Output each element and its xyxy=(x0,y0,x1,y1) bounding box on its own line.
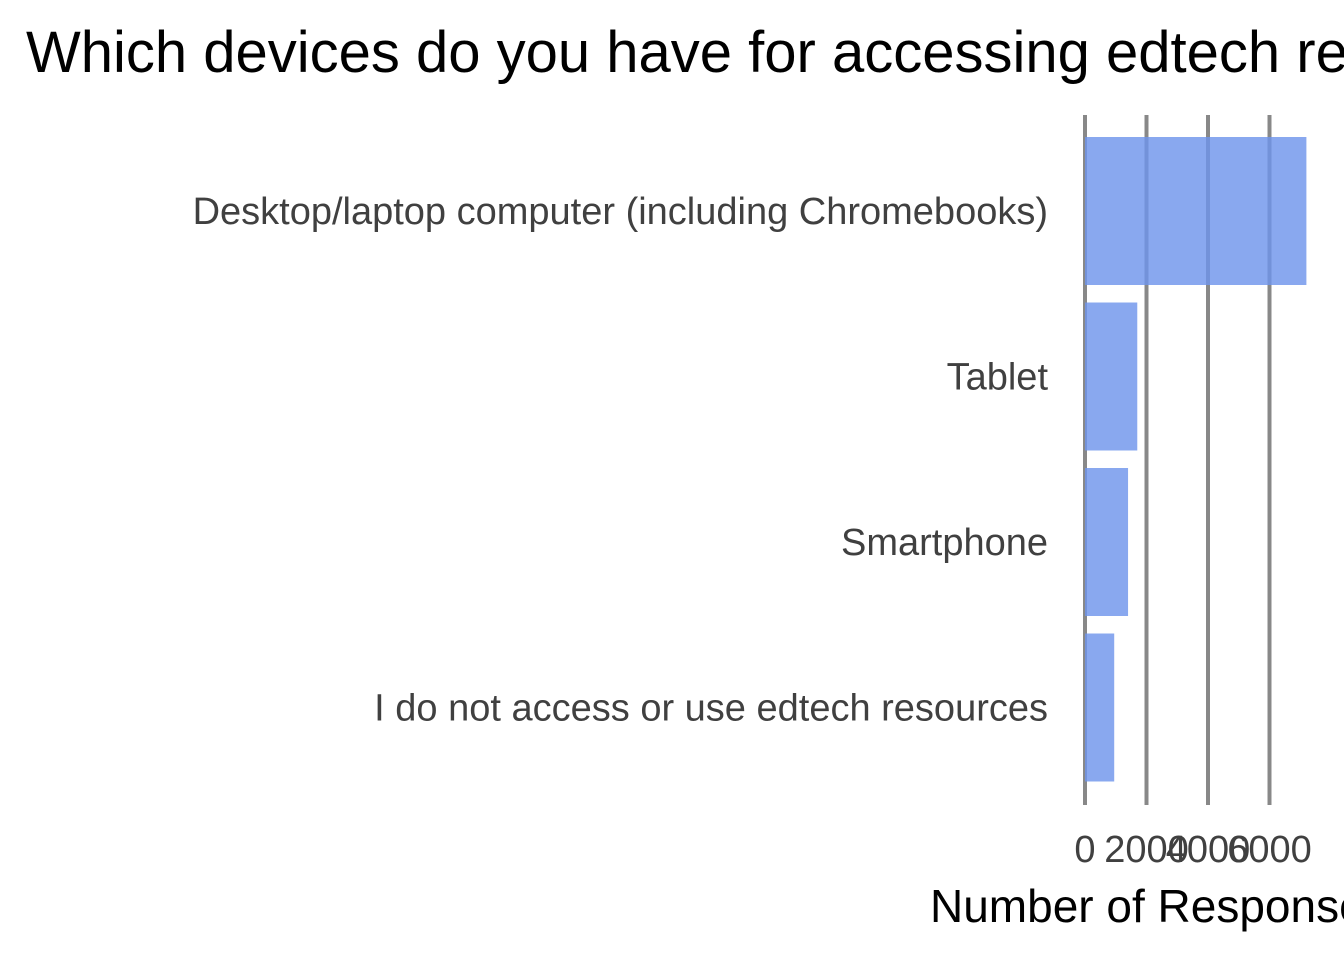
chart-title: Which devices do you have for accessing … xyxy=(26,20,1344,85)
x-axis-title: Number of Responses xyxy=(930,880,1344,932)
x-tick-label-6000: 6000 xyxy=(1227,829,1312,871)
category-label-0: Desktop/laptop computer (including Chrom… xyxy=(193,191,1048,233)
category-label-2: Smartphone xyxy=(841,522,1048,564)
bar-2 xyxy=(1085,468,1129,616)
bar-3 xyxy=(1085,633,1115,782)
x-tick-label-2000: 2000 xyxy=(1104,829,1189,871)
category-label-1: Tablet xyxy=(947,357,1049,399)
bars xyxy=(1085,137,1307,782)
category-label-3: I do not access or use edtech resources xyxy=(374,688,1048,730)
bar-0 xyxy=(1085,137,1307,285)
bar-1 xyxy=(1085,302,1138,451)
category-labels: Desktop/laptop computer (including Chrom… xyxy=(193,191,1049,730)
x-tick-label-4000: 4000 xyxy=(1166,829,1251,871)
x-tick-label-0: 0 xyxy=(1074,829,1095,871)
